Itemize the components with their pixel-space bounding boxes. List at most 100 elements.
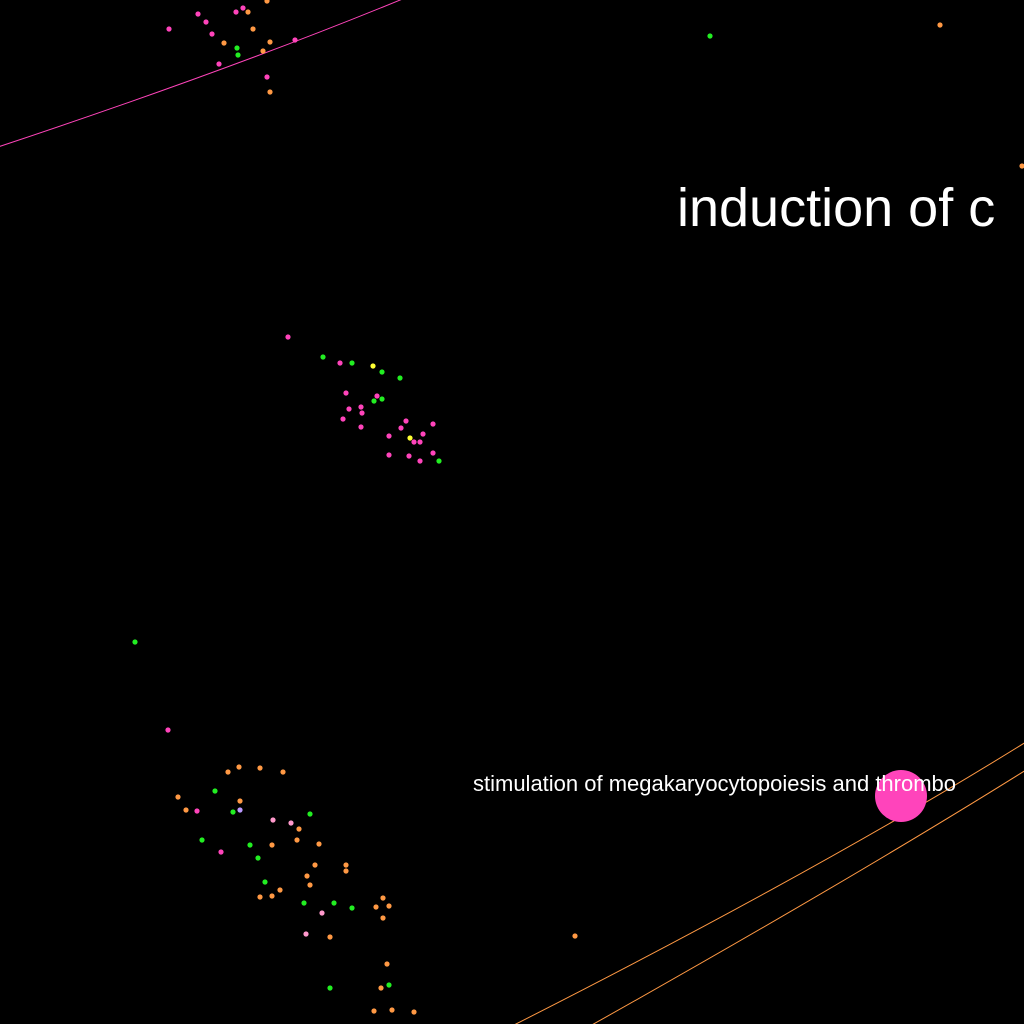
node-dot[interactable]	[378, 985, 384, 991]
node-dot[interactable]	[320, 354, 326, 360]
node-dot[interactable]	[386, 903, 392, 909]
node-dot[interactable]	[411, 439, 417, 445]
node-dot[interactable]	[203, 19, 209, 25]
node-dot[interactable]	[218, 849, 224, 855]
node-dot[interactable]	[316, 841, 322, 847]
node-dot[interactable]	[417, 439, 423, 445]
node-dot[interactable]	[183, 807, 189, 813]
node-dot[interactable]	[132, 639, 138, 645]
node-dot[interactable]	[436, 458, 442, 464]
node-dot[interactable]	[257, 894, 263, 900]
node-dot[interactable]	[386, 452, 392, 458]
node-dot[interactable]	[267, 89, 273, 95]
node-dot[interactable]	[255, 855, 261, 861]
node-dot[interactable]	[411, 1009, 417, 1015]
node-dot[interactable]	[403, 418, 409, 424]
node-dot[interactable]	[221, 40, 227, 46]
node-dot[interactable]	[269, 893, 275, 899]
node-dot[interactable]	[267, 39, 273, 45]
node-dot[interactable]	[1019, 163, 1024, 169]
node-dot[interactable]	[358, 424, 364, 430]
node-dot[interactable]	[209, 31, 215, 37]
node-dot[interactable]	[430, 450, 436, 456]
hub-node[interactable]	[875, 770, 927, 822]
node-dot[interactable]	[340, 416, 346, 422]
node-dot[interactable]	[331, 900, 337, 906]
node-dot[interactable]	[247, 842, 253, 848]
node-dot[interactable]	[343, 390, 349, 396]
node-dot[interactable]	[280, 769, 286, 775]
node-dot[interactable]	[343, 868, 349, 874]
node-dot[interactable]	[212, 788, 218, 794]
node-dot[interactable]	[707, 33, 713, 39]
node-dot[interactable]	[379, 396, 385, 402]
node-dot[interactable]	[397, 375, 403, 381]
node-dot[interactable]	[380, 915, 386, 921]
node-dot[interactable]	[572, 933, 578, 939]
node-dot[interactable]	[216, 61, 222, 67]
node-dot[interactable]	[371, 1008, 377, 1014]
node-dot[interactable]	[230, 809, 236, 815]
node-dot[interactable]	[398, 425, 404, 431]
node-dot[interactable]	[233, 9, 239, 15]
node-dot[interactable]	[250, 26, 256, 32]
node-dot[interactable]	[195, 11, 201, 17]
node-dot[interactable]	[380, 895, 386, 901]
node-dot[interactable]	[327, 934, 333, 940]
node-dot[interactable]	[373, 904, 379, 910]
node-dot[interactable]	[407, 435, 413, 441]
node-dot[interactable]	[225, 769, 231, 775]
node-dot[interactable]	[349, 905, 355, 911]
node-dot[interactable]	[312, 862, 318, 868]
node-dot[interactable]	[420, 431, 426, 437]
node-dot[interactable]	[307, 882, 313, 888]
node-dot[interactable]	[370, 363, 376, 369]
node-dot[interactable]	[165, 727, 171, 733]
node-dot[interactable]	[234, 45, 240, 51]
node-dot[interactable]	[175, 794, 181, 800]
node-dot[interactable]	[358, 404, 364, 410]
node-dot[interactable]	[257, 765, 263, 771]
node-dot[interactable]	[235, 52, 241, 58]
node-dot[interactable]	[264, 0, 270, 4]
node-dot[interactable]	[389, 1007, 395, 1013]
node-dot[interactable]	[237, 798, 243, 804]
node-dot[interactable]	[374, 393, 380, 399]
node-dot[interactable]	[277, 887, 283, 893]
node-dot[interactable]	[406, 453, 412, 459]
node-dot[interactable]	[337, 360, 343, 366]
node-dot[interactable]	[346, 406, 352, 412]
node-dot[interactable]	[285, 334, 291, 340]
node-dot[interactable]	[319, 910, 325, 916]
node-dot[interactable]	[264, 74, 270, 80]
node-dot[interactable]	[296, 826, 302, 832]
node-dot[interactable]	[270, 817, 276, 823]
node-dot[interactable]	[294, 837, 300, 843]
node-dot[interactable]	[199, 837, 205, 843]
node-dot[interactable]	[237, 807, 243, 813]
node-dot[interactable]	[417, 458, 423, 464]
node-dot[interactable]	[292, 37, 298, 43]
node-dot[interactable]	[430, 421, 436, 427]
node-dot[interactable]	[386, 433, 392, 439]
node-dot[interactable]	[166, 26, 172, 32]
node-dot[interactable]	[245, 9, 251, 15]
node-dot[interactable]	[301, 900, 307, 906]
node-dot[interactable]	[359, 410, 365, 416]
node-dot[interactable]	[379, 369, 385, 375]
node-dot[interactable]	[260, 48, 266, 54]
node-dot[interactable]	[262, 879, 268, 885]
node-dot[interactable]	[303, 931, 309, 937]
node-dot[interactable]	[937, 22, 943, 28]
node-dot[interactable]	[371, 398, 377, 404]
node-dot[interactable]	[343, 862, 349, 868]
node-dot[interactable]	[384, 961, 390, 967]
node-dot[interactable]	[304, 873, 310, 879]
node-dot[interactable]	[236, 764, 242, 770]
node-dot[interactable]	[307, 811, 313, 817]
node-dot[interactable]	[240, 5, 246, 11]
node-dot[interactable]	[386, 982, 392, 988]
node-dot[interactable]	[288, 820, 294, 826]
node-dot[interactable]	[269, 842, 275, 848]
node-dot[interactable]	[327, 985, 333, 991]
